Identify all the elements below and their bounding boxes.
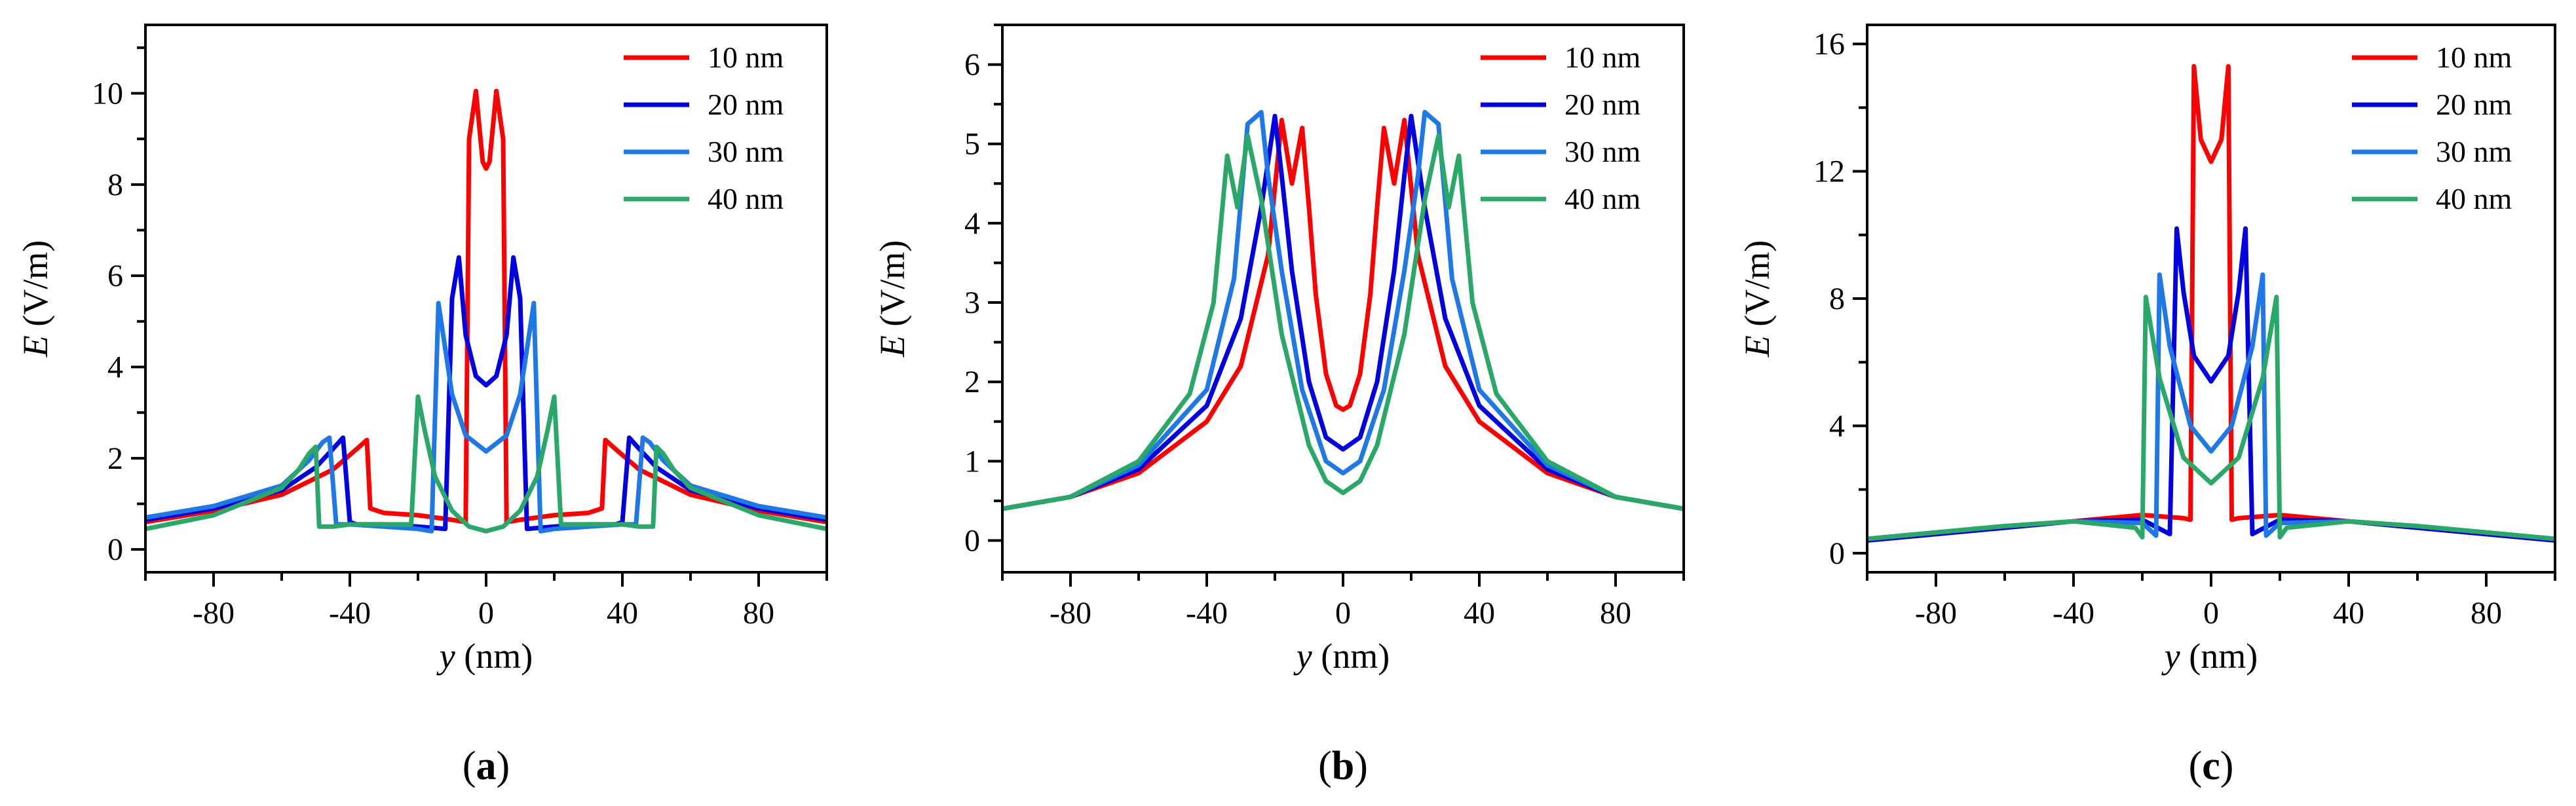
panel-c: -80 -40 0 40 80 0 4 8 12 16 y (nm) E (V/m) 10 nm 20 n…: [1737, 24, 2556, 788]
legend-label: 30 nm: [708, 135, 784, 168]
series-line-30-nm: [1867, 272, 2555, 541]
x-tick-label: 0: [2203, 596, 2219, 631]
series-line-10-nm: [1867, 64, 2555, 543]
y-tick-label: 6: [964, 48, 980, 82]
y-tick-label: 5: [964, 127, 980, 162]
x-tick-label: 0: [1335, 596, 1351, 631]
series-line-30-nm: [1002, 109, 1684, 511]
x-tick-label: 80: [1600, 596, 1631, 631]
panel-label: (c): [2189, 744, 2234, 788]
y-tick-label: 10: [92, 77, 123, 111]
legend-label: 40 nm: [2436, 182, 2512, 215]
y-tick-label: 1: [964, 444, 980, 479]
legend-label: 20 nm: [708, 88, 784, 121]
x-tick-label: -80: [193, 596, 235, 631]
x-axis-label: y (nm): [436, 636, 533, 676]
y-tick-label: 3: [964, 285, 980, 320]
y-tick-label: 4: [964, 206, 980, 241]
x-tick-label: -40: [2053, 596, 2094, 631]
series-line-10-nm: [145, 88, 827, 524]
y-tick-label: 2: [107, 441, 123, 476]
panel-label: (a): [463, 744, 510, 788]
legend-label: 20 nm: [1564, 88, 1641, 121]
y-tick-label: 0: [964, 524, 980, 559]
y-tick-label: 4: [107, 350, 123, 385]
y-tick-label: 16: [1813, 27, 1845, 62]
x-tick-label: 0: [478, 596, 494, 631]
series-line-20-nm: [1002, 113, 1684, 511]
x-tick-label: 80: [743, 596, 774, 631]
x-tick-label: 40: [2333, 596, 2364, 631]
panel-b: -80 -40 0 40 80 0 1 2 3 4 5 6 y (nm) E (V/m) 10 nm 20 n…: [873, 24, 1685, 788]
y-tick-label: 8: [1829, 282, 1845, 316]
x-tick-label: -80: [1050, 596, 1091, 631]
legend-label: 20 nm: [2436, 88, 2512, 121]
y-tick-label: 4: [1829, 409, 1845, 443]
x-tick-label: -80: [1915, 596, 1957, 631]
x-tick-label: -40: [329, 596, 371, 631]
panel-label: (b): [1318, 744, 1368, 788]
y-axis-label: E (V/m): [1737, 240, 1777, 357]
series-line-30-nm: [145, 301, 827, 534]
panel-a: -80 -40 0 40 80 0 2 4 6 8 10 y (nm) E (V/m) 10 nm 20 n…: [16, 24, 828, 788]
y-tick-label: 8: [107, 168, 123, 202]
x-axis-label: y (nm): [2161, 636, 2258, 676]
legend-label: 40 nm: [708, 182, 784, 215]
legend-label: 30 nm: [1564, 135, 1641, 168]
series-line-20-nm: [1867, 226, 2555, 543]
y-tick-label: 2: [964, 365, 980, 399]
y-tick-label: 12: [1813, 155, 1845, 189]
x-tick-label: 80: [2471, 596, 2502, 631]
y-tick-label: 6: [107, 259, 123, 293]
legend-label: 30 nm: [2436, 135, 2512, 168]
legend-label: 40 nm: [1564, 182, 1641, 215]
legend-label: 10 nm: [1564, 41, 1641, 74]
series-line-40-nm: [1002, 134, 1684, 511]
series-line-10-nm: [1002, 117, 1684, 511]
series-line-40-nm: [1867, 295, 2555, 541]
x-axis-label: y (nm): [1293, 636, 1390, 676]
series-line-40-nm: [145, 394, 827, 534]
y-axis-label: E (V/m): [16, 240, 55, 357]
x-tick-label: 40: [607, 596, 638, 631]
legend-label: 10 nm: [2436, 41, 2512, 74]
x-tick-label: -40: [1186, 596, 1228, 631]
y-axis-label: E (V/m): [873, 240, 912, 357]
legend-label: 10 nm: [708, 41, 784, 74]
series-line-20-nm: [145, 255, 827, 532]
x-tick-label: 40: [1464, 596, 1495, 631]
y-tick-label: 0: [1829, 536, 1845, 571]
y-tick-label: 0: [107, 532, 123, 567]
